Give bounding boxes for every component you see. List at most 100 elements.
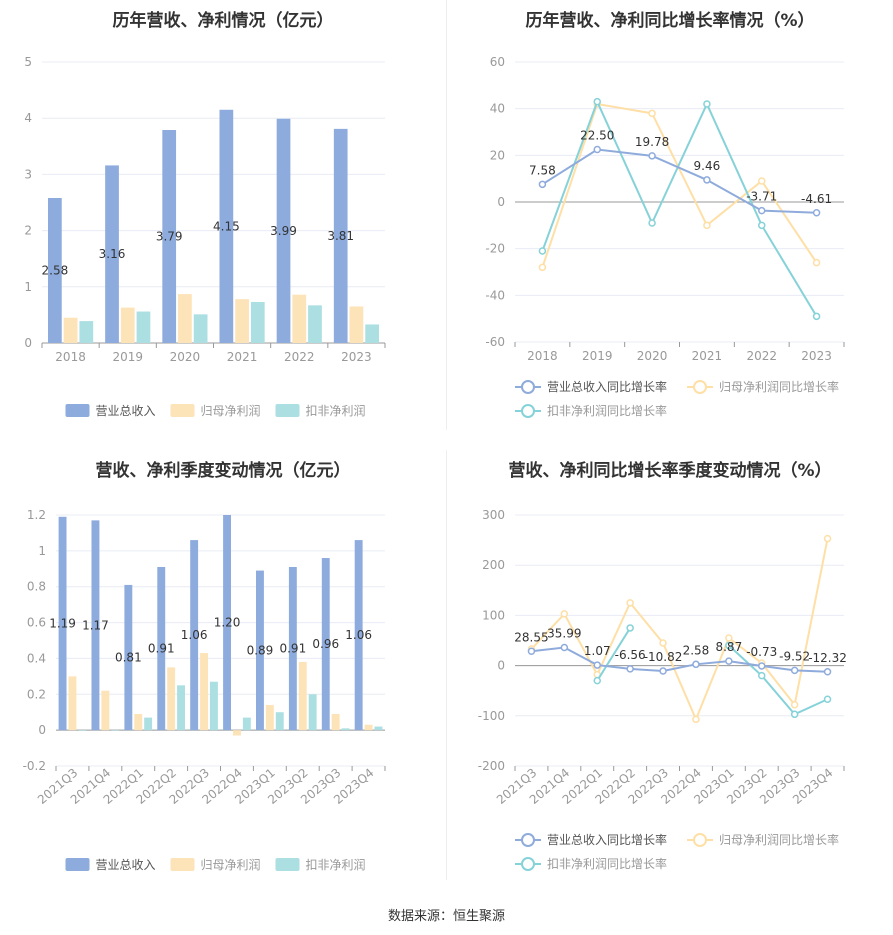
legend-marker <box>521 404 535 418</box>
bar <box>178 294 192 343</box>
bar <box>120 307 135 343</box>
bar <box>200 653 208 731</box>
bar <box>177 685 185 731</box>
series-point <box>560 643 569 652</box>
annual-growth-panel: 历年营收、净利同比增长率情况（%） -60 -40 -20 0 20 40 60 7.58 22… <box>447 0 893 430</box>
series-point <box>790 666 799 675</box>
quarterly-growth-panel: 营收、净利同比增长率季度变动情况（%） -200 -100 0 100 200 300 28… <box>447 450 893 880</box>
bar <box>250 301 265 343</box>
annual-growth-chart: -60 -40 -20 0 20 40 60 7.58 22.50 19.78 9.46 -3.71 -… <box>485 55 845 418</box>
chart-title: 历年营收、净利情况（亿元） <box>112 11 334 31</box>
bar <box>256 570 264 731</box>
y-tick-label: 0 <box>24 336 32 350</box>
bar <box>48 198 62 343</box>
bar <box>235 299 249 343</box>
y-tick-label: 200 <box>482 558 505 572</box>
data-label: 4.15 <box>213 219 240 233</box>
legend-label: 扣非净利润同比增长率 <box>547 856 667 871</box>
x-tick-label: 2019 <box>112 350 143 364</box>
y-tick-label: 300 <box>482 508 505 522</box>
bar <box>58 516 67 731</box>
bar <box>219 109 234 344</box>
legend-swatch <box>65 404 90 417</box>
bar <box>157 566 166 731</box>
series-line <box>728 644 828 716</box>
data-label: 1.17 <box>82 618 109 632</box>
panel-divider-top <box>446 0 447 430</box>
series-point <box>593 661 601 669</box>
y-tick-label: 1.2 <box>27 508 46 522</box>
y-tick-label: 0.4 <box>27 651 46 665</box>
series-point <box>560 610 569 618</box>
y-tick-label: 0.2 <box>27 687 46 701</box>
y-tick-label: 60 <box>490 55 505 69</box>
bar <box>233 730 241 736</box>
legend-label: 归母净利润同比增长率 <box>719 832 839 847</box>
bar <box>111 730 120 731</box>
annual-revenue-profit-chart: 0 1 2 3 4 5 2.58 3.16 3.79 4.15 3.99 3.81 2018 2019 20… <box>24 55 386 418</box>
series-point <box>593 97 601 106</box>
bar <box>308 694 317 731</box>
data-label: 0.91 <box>148 642 175 656</box>
series-point <box>538 263 547 272</box>
series-point <box>758 671 766 680</box>
data-label: 1.19 <box>49 616 76 630</box>
chart-title: 历年营收、净利同比增长率情况（%） <box>525 11 815 31</box>
data-label: 0.89 <box>247 643 274 657</box>
series-point <box>593 676 601 685</box>
chart-title: 营收、净利同比增长率季度变动情况（%） <box>508 461 832 481</box>
series-point <box>758 177 766 185</box>
data-label: 19.78 <box>635 135 669 149</box>
panel-divider-bottom <box>446 450 447 880</box>
y-tick-label: 40 <box>490 102 505 116</box>
y-tick-label: 5 <box>24 55 32 69</box>
bar <box>209 681 218 731</box>
x-tick-label: 2018 <box>527 349 558 363</box>
data-label: -10.82 <box>644 650 683 664</box>
legend-label: 归母净利润同比增长率 <box>719 379 839 394</box>
data-label: 1.06 <box>181 628 208 642</box>
series-point <box>703 100 711 108</box>
series-line <box>530 538 829 722</box>
series-line <box>541 148 817 214</box>
bar <box>136 311 151 343</box>
x-tick-label: 2023 <box>341 350 372 364</box>
x-tick-label: 2021 <box>692 349 723 363</box>
data-label: 22.50 <box>580 129 614 143</box>
y-tick-label: 20 <box>490 148 505 162</box>
series-point <box>758 206 766 215</box>
x-tick-label: 2023 <box>801 349 832 363</box>
series-point <box>626 599 634 607</box>
series-point <box>626 624 634 632</box>
bar <box>292 294 307 343</box>
series-point <box>725 641 733 650</box>
legend-label: 扣非净利润 <box>306 404 366 418</box>
bar <box>275 712 284 731</box>
y-tick-label: 4 <box>24 111 32 125</box>
data-label: 35.99 <box>547 627 581 641</box>
legend-label: 营业总收入同比增长率 <box>547 379 667 394</box>
data-label: -9.52 <box>779 649 810 663</box>
series-line <box>541 99 818 317</box>
quarterly-revenue-profit-panel: 营收、净利季度变动情况（亿元） -0.2 0 0.2 0.4 0.6 0.8 1 1.2 1.1… <box>0 450 446 880</box>
y-tick-label: 1 <box>38 544 46 558</box>
x-tick-label: 2022 <box>284 350 315 364</box>
y-tick-label: -20 <box>485 242 505 256</box>
legend-marker <box>693 380 707 394</box>
bar <box>354 540 363 731</box>
series-point <box>692 715 700 724</box>
data-label: 2.58 <box>683 643 710 657</box>
y-tick-label: -200 <box>478 759 505 773</box>
series-point <box>812 209 821 217</box>
y-tick-label: -0.2 <box>23 759 46 773</box>
legend-label: 营业总收入 <box>96 404 156 418</box>
series-point <box>538 247 547 255</box>
series-point <box>593 145 601 154</box>
x-tick-label: 2021 <box>227 350 258 364</box>
data-label: 8.87 <box>715 640 742 654</box>
data-label: 1.20 <box>214 616 241 630</box>
y-tick-label: -40 <box>485 288 505 302</box>
data-label: -6.56 <box>615 648 646 662</box>
bar <box>79 321 94 343</box>
bar <box>374 726 383 731</box>
